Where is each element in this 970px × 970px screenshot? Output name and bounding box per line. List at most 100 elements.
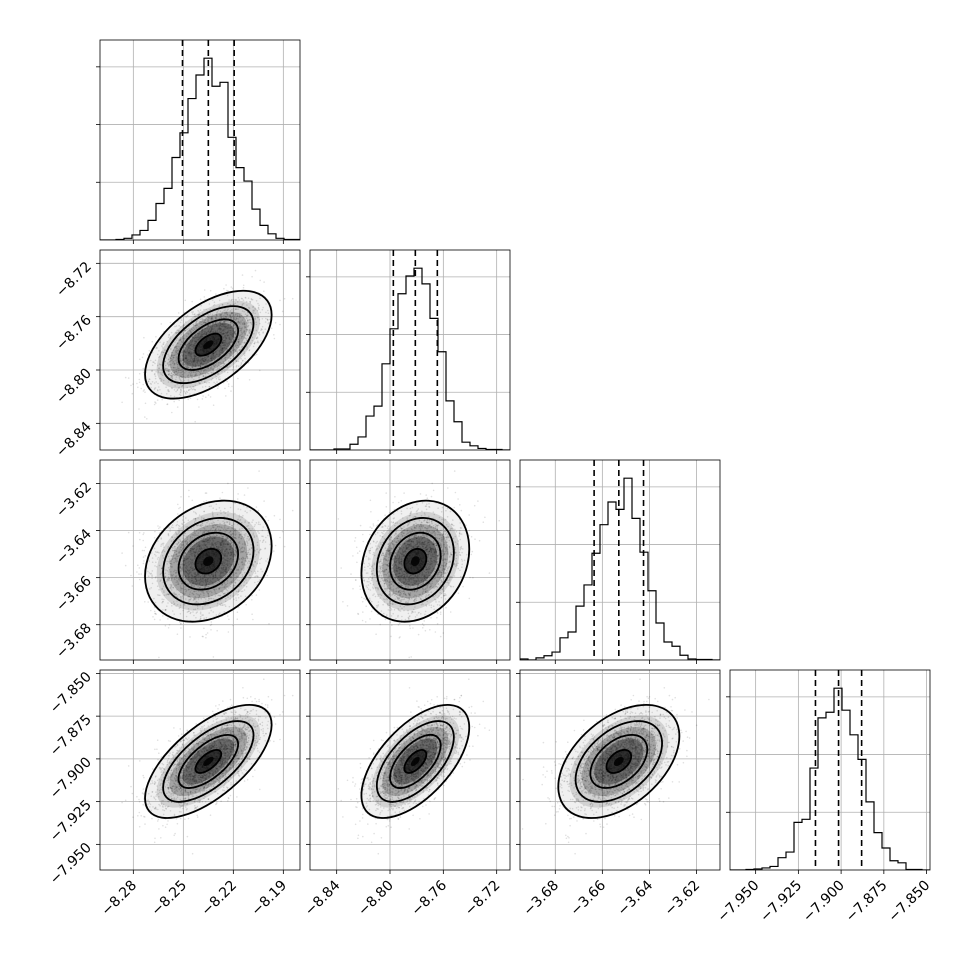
sample-point bbox=[200, 304, 202, 307]
sample-point bbox=[183, 329, 186, 332]
sample-point bbox=[247, 306, 250, 309]
sample-point bbox=[155, 347, 158, 349]
sample-point bbox=[235, 346, 238, 349]
sample-point bbox=[185, 392, 187, 395]
sample-point bbox=[220, 362, 223, 365]
sample-point bbox=[220, 317, 223, 319]
sample-point bbox=[180, 622, 182, 625]
sample-point bbox=[225, 342, 228, 345]
sample-point bbox=[160, 392, 163, 395]
sample-point bbox=[301, 260, 303, 262]
sample-point bbox=[212, 404, 215, 407]
sample-point bbox=[169, 357, 172, 359]
sample-point bbox=[136, 382, 138, 385]
sample-point bbox=[241, 345, 243, 348]
sample-point bbox=[253, 342, 256, 345]
sample-point bbox=[230, 354, 232, 357]
sample-point bbox=[194, 315, 196, 318]
sample-point bbox=[225, 395, 227, 397]
sample-point bbox=[198, 371, 201, 374]
sample-point bbox=[212, 323, 214, 326]
sample-point bbox=[283, 297, 286, 300]
sample-point bbox=[227, 334, 229, 336]
sample-point bbox=[227, 327, 229, 329]
sample-point bbox=[189, 363, 192, 365]
sample-point bbox=[198, 376, 200, 378]
sample-point bbox=[173, 363, 176, 365]
sample-point bbox=[181, 341, 184, 344]
sample-point bbox=[223, 320, 226, 323]
sample-point bbox=[178, 399, 180, 402]
sample-point bbox=[212, 370, 214, 372]
sample-point bbox=[257, 307, 260, 310]
sample-point bbox=[243, 494, 246, 496]
sample-point bbox=[248, 330, 251, 332]
sample-point bbox=[218, 325, 220, 327]
sample-point bbox=[195, 358, 198, 360]
sample-point bbox=[186, 359, 189, 362]
y-tick-label: −8.76 bbox=[53, 312, 95, 354]
sample-point bbox=[228, 314, 231, 317]
sample-point bbox=[176, 365, 179, 368]
sample-point bbox=[191, 352, 193, 355]
sample-point bbox=[196, 336, 198, 338]
sample-point bbox=[201, 357, 204, 360]
sample-point bbox=[202, 372, 204, 375]
sample-point bbox=[196, 374, 198, 377]
sample-point bbox=[174, 352, 177, 354]
sample-point bbox=[198, 311, 200, 313]
sample-point bbox=[195, 340, 198, 343]
sample-point bbox=[183, 379, 186, 382]
sample-point bbox=[187, 361, 190, 363]
sample-point bbox=[160, 377, 162, 380]
sample-point bbox=[195, 322, 198, 324]
sample-point bbox=[238, 312, 241, 315]
sample-point bbox=[186, 364, 189, 367]
sample-point bbox=[160, 373, 162, 376]
sample-point bbox=[228, 299, 230, 301]
sample-point bbox=[224, 325, 227, 328]
sample-point bbox=[235, 360, 238, 362]
sample-point bbox=[229, 315, 232, 317]
sample-point bbox=[131, 392, 134, 395]
sample-point bbox=[247, 314, 249, 317]
sample-point bbox=[172, 366, 175, 369]
sample-point bbox=[242, 359, 244, 362]
sample-point bbox=[158, 367, 160, 370]
sample-point bbox=[184, 330, 186, 332]
sample-point bbox=[194, 334, 197, 337]
sample-point bbox=[182, 324, 185, 327]
sample-point bbox=[247, 324, 250, 327]
sample-point bbox=[165, 370, 167, 372]
sample-point bbox=[185, 376, 187, 379]
sample-point bbox=[234, 330, 237, 333]
sample-point bbox=[195, 364, 197, 367]
sample-point bbox=[190, 332, 192, 334]
sample-point bbox=[225, 312, 227, 315]
sample-point bbox=[228, 338, 231, 341]
sample-point bbox=[240, 312, 242, 315]
sample-point bbox=[255, 353, 258, 356]
sample-point bbox=[138, 372, 141, 375]
sample-point bbox=[256, 341, 259, 344]
sample-point bbox=[228, 336, 231, 339]
sample-point bbox=[194, 374, 197, 376]
sample-point bbox=[160, 323, 163, 325]
sample-point bbox=[121, 401, 123, 404]
sample-point bbox=[215, 321, 217, 324]
sample-point bbox=[195, 326, 198, 329]
sample-point bbox=[195, 331, 198, 334]
sample-point bbox=[215, 316, 217, 319]
sample-point bbox=[178, 376, 181, 378]
sample-point bbox=[247, 328, 249, 331]
sample-point bbox=[239, 335, 241, 337]
sample-point bbox=[239, 349, 241, 351]
sample-point bbox=[187, 363, 190, 365]
sample-point bbox=[176, 371, 178, 373]
sample-point bbox=[199, 336, 201, 338]
sample-point bbox=[253, 309, 256, 312]
sample-point bbox=[204, 327, 206, 330]
sample-point bbox=[212, 331, 215, 334]
sample-point bbox=[175, 348, 178, 350]
sample-point bbox=[244, 361, 247, 363]
